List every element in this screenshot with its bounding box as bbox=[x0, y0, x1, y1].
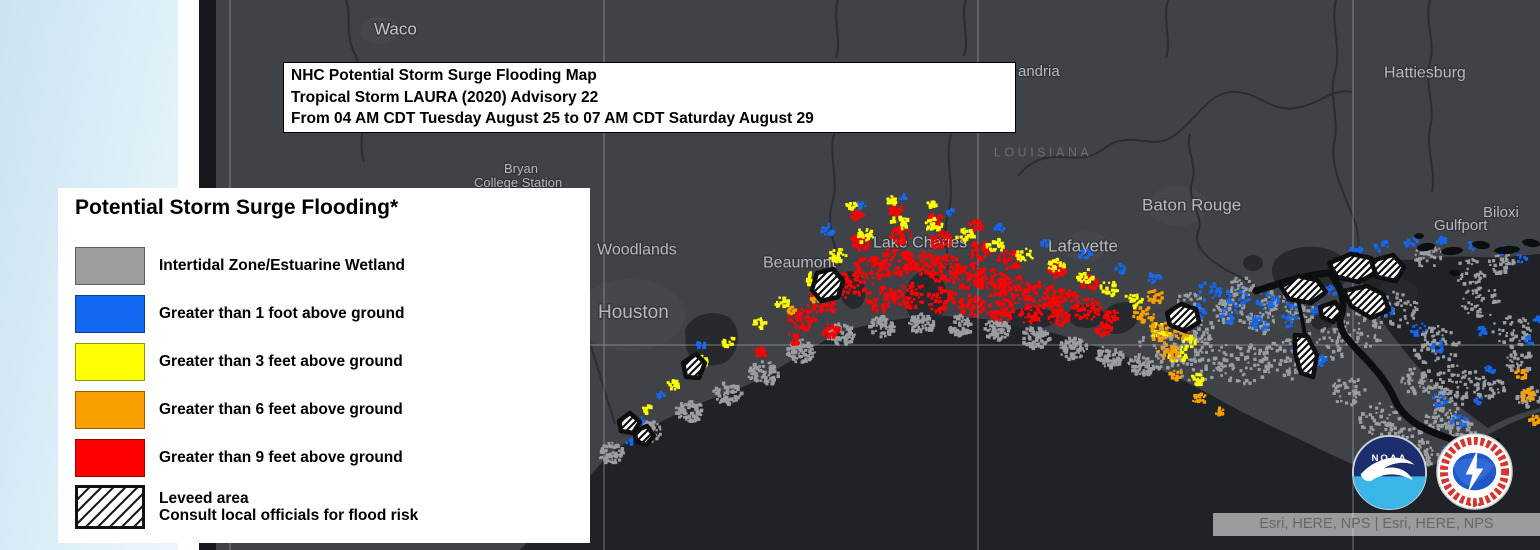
legend-row-leveed: Leveed area Consult local officials for … bbox=[75, 485, 418, 529]
map-label-bryan: Bryan bbox=[504, 161, 538, 176]
map-label-hattiesburg: Hattiesburg bbox=[1384, 65, 1466, 82]
map-label-lafayette: Lafayette bbox=[1048, 236, 1118, 255]
map-label-beaumont: Beaumont bbox=[763, 255, 836, 272]
legend-title: Potential Storm Surge Flooding* bbox=[75, 196, 399, 219]
map-title-line3: From 04 AM CDT Tuesday August 25 to 07 A… bbox=[291, 110, 814, 127]
map-label-louisiana-state: LOUISIANA bbox=[994, 146, 1092, 160]
map-title-line1: NHC Potential Storm Surge Flooding Map bbox=[291, 67, 597, 84]
legend-swatch-gt1 bbox=[75, 295, 145, 333]
legend-label-leveed-line1: Leveed area bbox=[159, 490, 249, 507]
legend-swatch-gt6 bbox=[75, 391, 145, 429]
legend-row-gt9: Greater than 9 feet above ground bbox=[75, 439, 403, 477]
map-label-alexandria-partial: andria bbox=[1018, 63, 1060, 80]
map-label-biloxi: Biloxi bbox=[1483, 204, 1519, 221]
legend-label-leveed-line2: Consult local officials for flood risk bbox=[159, 507, 419, 524]
legend-row-gt1: Greater than 1 foot above ground bbox=[75, 295, 404, 333]
map-label-houston: Houston bbox=[598, 302, 669, 323]
legend-swatch-gt9 bbox=[75, 439, 145, 477]
legend-row-gt3: Greater than 3 feet above ground bbox=[75, 343, 403, 381]
legend-swatch-gt3 bbox=[75, 343, 145, 381]
map-title-line2: Tropical Storm LAURA (2020) Advisory 22 bbox=[291, 88, 599, 106]
legend-swatch-leveed bbox=[75, 485, 145, 529]
noaa-logo-icon: NOAA bbox=[1351, 434, 1428, 511]
legend-label-intertidal: Intertidal Zone/Estuarine Wetland bbox=[159, 257, 406, 274]
legend-row-intertidal: Intertidal Zone/Estuarine Wetland bbox=[75, 247, 405, 285]
nws-logo-icon bbox=[1435, 432, 1514, 511]
map-label-waco: Waco bbox=[374, 19, 417, 38]
map-label-baton-rouge: Baton Rouge bbox=[1142, 195, 1241, 214]
storm-surge-legend: Potential Storm Surge Flooding* Intertid… bbox=[58, 188, 590, 543]
map-speckle-gt9-red bbox=[755, 203, 1120, 358]
map-label-college-station: College Station bbox=[474, 175, 562, 190]
map-leveed-areas bbox=[616, 251, 1407, 448]
map-attribution: Esri, HERE, NPS | Esri, HERE, NPS bbox=[1213, 513, 1540, 536]
map-label-gulfport: Gulfport bbox=[1434, 217, 1488, 234]
legend-label-leveed: Leveed area Consult local officials for … bbox=[159, 490, 418, 524]
map-label-woodlands: Woodlands bbox=[597, 242, 677, 259]
map-title-box: NHC Potential Storm Surge Flooding Map T… bbox=[283, 62, 1016, 133]
legend-label-gt6: Greater than 6 feet above ground bbox=[159, 401, 403, 418]
legend-swatch-intertidal bbox=[75, 247, 145, 285]
map-rivers bbox=[345, 0, 1434, 425]
legend-label-gt9: Greater than 9 feet above ground bbox=[159, 449, 403, 466]
legend-row-gt6: Greater than 6 feet above ground bbox=[75, 391, 403, 429]
legend-label-gt3: Greater than 3 feet above ground bbox=[159, 353, 403, 370]
map-delta-levee-lines bbox=[1252, 233, 1540, 472]
noaa-logo-text: NOAA bbox=[1372, 453, 1408, 464]
legend-label-gt1: Greater than 1 foot above ground bbox=[159, 305, 405, 322]
